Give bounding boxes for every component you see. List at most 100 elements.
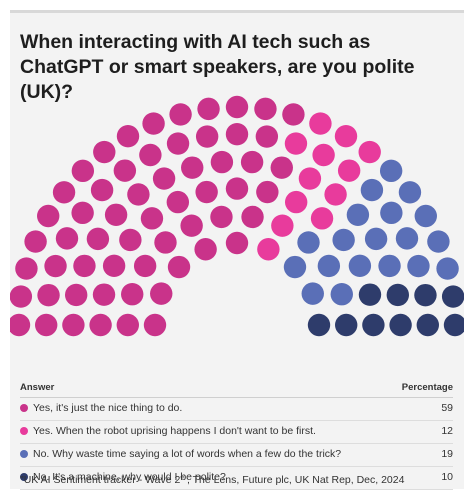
seat-dot (441, 285, 464, 308)
seat-dot (284, 190, 308, 214)
legend-swatch (20, 404, 28, 412)
seat-dot (389, 313, 412, 337)
seat-dot (348, 254, 372, 278)
seat-dot (154, 231, 177, 254)
seat-dot (225, 231, 249, 255)
seat-dot (324, 183, 347, 206)
seat-dot (257, 238, 280, 261)
seat-dot (169, 103, 192, 126)
legend-label: No. Why waste time saying a lot of words… (33, 448, 342, 460)
seat-dot (93, 140, 116, 164)
seat-dot (37, 204, 60, 228)
seat-dot (116, 125, 140, 148)
seat-dot (210, 150, 234, 174)
source-note: "UK AI Sentiment tracker - Wave 2" , The… (20, 474, 405, 486)
seat-dot (35, 313, 58, 337)
legend-row: No. It's a machine, why would I be polit… (20, 467, 453, 490)
seat-dot (55, 227, 79, 250)
seat-dot (116, 313, 139, 337)
seat-dot (143, 313, 167, 337)
seat-dot (241, 205, 264, 229)
seat-dot (133, 254, 157, 278)
seat-dot (312, 143, 335, 167)
seat-dot (102, 254, 126, 278)
seat-dot (89, 313, 112, 337)
seat-dot (195, 180, 218, 204)
seat-dot (71, 159, 95, 183)
legend-value: 59 (441, 402, 453, 414)
legend-label: Yes, it's just the nice thing to do. (33, 402, 183, 414)
seat-dot (140, 207, 164, 230)
seat-dot (197, 97, 220, 121)
seat-dot (113, 159, 137, 182)
seat-dot (225, 95, 249, 119)
legend-swatch (20, 427, 28, 435)
seat-dot (307, 313, 331, 337)
legend-header-value: Percentage (401, 382, 453, 393)
seat-dot (335, 313, 358, 337)
seat-dot (414, 204, 437, 228)
seat-dot (358, 283, 382, 306)
legend-swatch (20, 450, 28, 458)
seat-dot (254, 97, 277, 121)
legend-header: Answer Percentage (20, 379, 453, 398)
seat-dot (443, 313, 464, 337)
seat-dot (380, 201, 403, 225)
parliament-chart (10, 95, 464, 337)
seat-dot (225, 123, 249, 146)
seat-dot (119, 228, 142, 252)
seat-dot (64, 283, 88, 307)
seat-dot (297, 231, 320, 254)
legend-row: Yes. When the robot uprising happens I d… (20, 421, 453, 444)
seat-dot (37, 283, 60, 307)
seat-dot (255, 125, 279, 148)
seat-dot (181, 156, 204, 179)
seat-dot (152, 167, 176, 190)
seat-dot (427, 230, 450, 253)
seat-dot (73, 254, 96, 278)
seat-dot (166, 132, 190, 155)
seat-dot (334, 125, 358, 148)
seat-dot (386, 283, 410, 307)
seat-dot (62, 313, 85, 337)
seat-dot (127, 183, 150, 206)
seat-dot (364, 227, 388, 251)
seat-dot (407, 254, 430, 278)
seat-dot (436, 257, 459, 280)
seat-dot (337, 159, 361, 182)
seat-dot (10, 285, 33, 308)
seat-dot (195, 125, 219, 148)
seat-dot (166, 190, 190, 214)
seat-dot (52, 181, 76, 204)
chart-title: When interacting with AI tech such as Ch… (20, 31, 415, 103)
seat-dot (180, 214, 203, 237)
seat-dot (10, 313, 31, 337)
seat-dot (346, 203, 370, 226)
seat-dot (358, 140, 381, 164)
seat-dot (398, 181, 422, 204)
seat-dot (362, 313, 385, 337)
seat-dot (150, 282, 173, 305)
legend-header-answer: Answer (20, 382, 55, 393)
seat-dot (378, 254, 401, 278)
seat-dot (301, 282, 324, 305)
seat-dot (416, 313, 439, 337)
seat-dot (379, 159, 403, 183)
seat-dot (121, 283, 144, 306)
seat-dot (282, 103, 305, 126)
seat-dot (298, 167, 322, 190)
legend-row: Yes, it's just the nice thing to do. 59 (20, 398, 453, 421)
seat-dot (284, 132, 308, 155)
seat-dot (271, 214, 294, 237)
seat-dot (270, 156, 293, 179)
seat-dot (360, 178, 384, 202)
seat-dot (167, 255, 191, 279)
seat-dot (283, 255, 307, 279)
seat-dot (395, 227, 419, 250)
seat-dot (240, 150, 264, 174)
seat-dot (194, 238, 217, 261)
seat-dot (210, 205, 233, 229)
seat-dot (92, 283, 116, 306)
legend-label: Yes. When the robot uprising happens I d… (33, 425, 316, 437)
seat-dot (104, 203, 128, 226)
